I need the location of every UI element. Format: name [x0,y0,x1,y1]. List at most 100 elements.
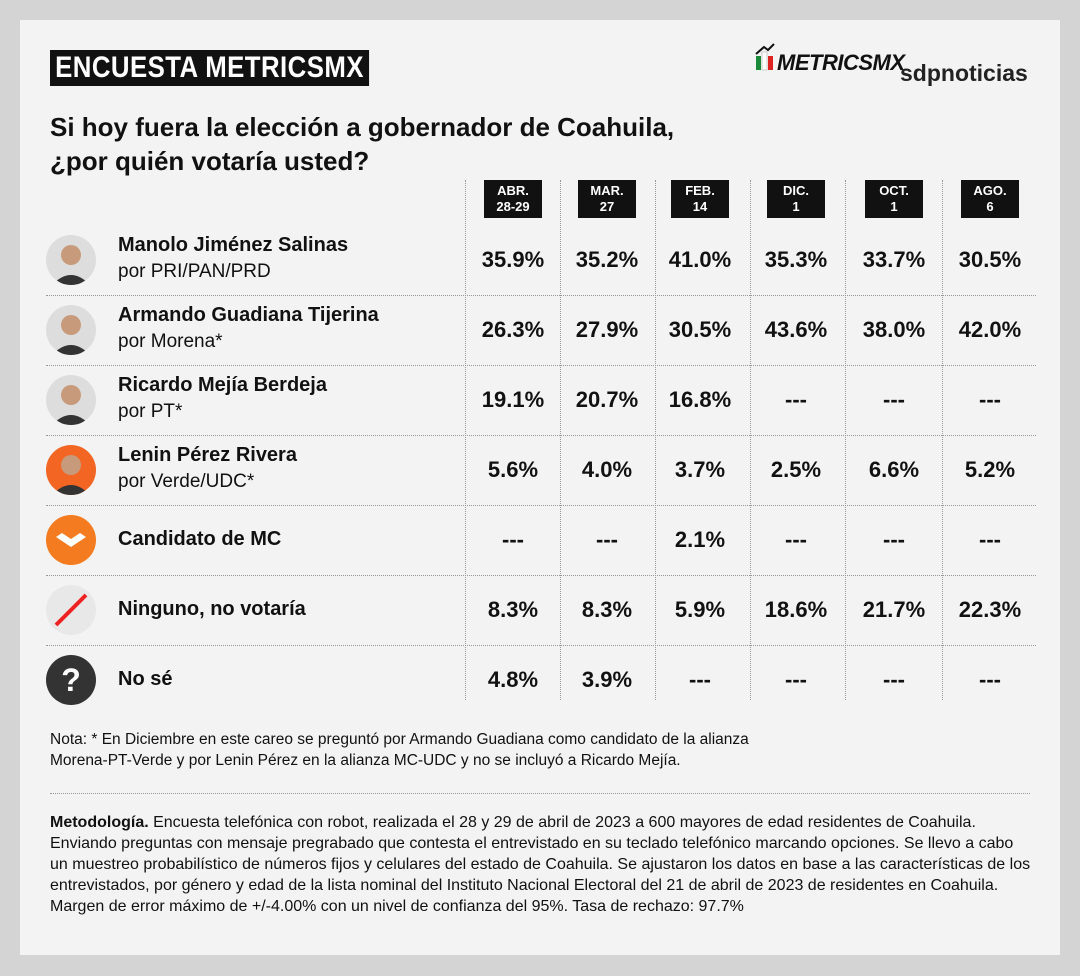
value: 41.0% [668,247,732,272]
value: 20.7% [575,387,639,412]
value: 35.9% [481,247,545,272]
value: 26.3% [481,317,545,342]
value: --- [785,667,807,692]
value: 3.7% [674,457,726,482]
value: --- [689,667,711,692]
avatar [46,375,96,425]
column-header-text: ABR. [497,183,529,198]
value: 16.8% [668,387,732,412]
value: 35.2% [575,247,639,272]
methodology-label: Metodología. [50,814,149,831]
value: --- [979,527,1001,552]
column-header: MAR. 27 [578,180,636,218]
row-separator [46,435,1036,436]
value: --- [883,667,905,692]
value: --- [502,527,524,552]
methodology: Metodología. Encuesta telefónica con rob… [50,812,1035,917]
title-line: Si hoy fuera la elección a gobernador de… [50,112,675,142]
column-separator [942,180,943,700]
column-header: OCT. 1 [865,180,923,218]
value: 5.2% [964,457,1016,482]
row-separator [46,645,1036,646]
value: 8.3% [487,597,539,622]
column-header-text: 1 [792,199,800,214]
title-line: ¿por quién votaría usted? [50,146,370,176]
column-header: ABR. 28-29 [484,180,542,218]
note-line: Morena-PT-Verde y por Lenin Pérez en la … [50,752,681,769]
badge: ENCUESTA METRICSMX [50,50,370,86]
value: --- [883,387,905,412]
value: 6.6% [868,457,920,482]
publisher: sdpnoticias [900,60,1028,86]
value: 4.8% [487,667,539,692]
column-header: FEB. 14 [671,180,729,218]
logo-icon [755,43,775,71]
value: --- [979,667,1001,692]
column-separator [465,180,466,700]
avatar: ? [46,655,96,705]
value: --- [785,387,807,412]
row-separator [46,295,1036,296]
logo: METRICSMX [777,50,905,75]
note-line: Nota: * En Diciembre en este careo se pr… [50,731,749,748]
value: 2.1% [674,527,726,552]
value: 8.3% [581,597,633,622]
column-separator [845,180,846,700]
avatar [46,585,96,635]
value: 43.6% [764,317,828,342]
avatar [46,515,96,565]
candidate-party: por Verde/UDC* [118,471,255,492]
candidate-name: Armando Guadiana Tijerina [118,304,379,326]
column-header-text: DIC. [783,183,809,198]
value: 19.1% [481,387,545,412]
card: ENCUESTA METRICSMX METRICSMX sdpnoticias… [20,20,1060,955]
column-header-text: FEB. [685,183,715,198]
value: 33.7% [862,247,926,272]
value: 30.5% [668,317,732,342]
column-header-text: OCT. [879,183,909,198]
value: 21.7% [862,597,926,622]
column-header-text: 14 [692,199,708,214]
value: 3.9% [581,667,633,692]
separator [50,793,1030,794]
column-header-text: MAR. [590,183,624,198]
value: 30.5% [958,247,1022,272]
methodology-text: Encuesta telefónica con robot, realizada… [50,814,1031,915]
row-separator [46,505,1036,506]
column-header-text: AGO. [973,183,1007,198]
row-separator [46,365,1036,366]
column-header: DIC. 1 [767,180,825,218]
column-separator [655,180,656,700]
value: 27.9% [575,317,639,342]
row-separator [46,575,1036,576]
value: 4.0% [581,457,633,482]
value: 18.6% [764,597,828,622]
candidate-name: Candidato de MC [118,528,282,550]
column-header-text: 27 [599,199,615,214]
value: 35.3% [764,247,828,272]
avatar [46,305,96,355]
column-separator [750,180,751,700]
avatar [46,235,96,285]
candidate-name: Manolo Jiménez Salinas [118,234,349,256]
candidate-name: No sé [118,668,173,690]
value: --- [785,527,807,552]
column-header: AGO. 6 [961,180,1019,218]
column-separator [560,180,561,700]
column-header-text: 1 [890,199,898,214]
value: 2.5% [770,457,822,482]
avatar [46,445,96,495]
value: 5.6% [487,457,539,482]
candidate-party: por PT* [118,401,183,422]
value: 22.3% [958,597,1022,622]
column-header-text: 28-29 [496,199,530,214]
candidate-name: Lenin Pérez Rivera [118,444,297,466]
value: --- [596,527,618,552]
candidate-party: por Morena* [118,331,223,352]
candidate-party: por PRI/PAN/PRD [118,261,271,282]
column-header-text: 6 [986,199,994,214]
value: 38.0% [862,317,926,342]
value: --- [883,527,905,552]
value: 5.9% [674,597,726,622]
value: --- [979,387,1001,412]
